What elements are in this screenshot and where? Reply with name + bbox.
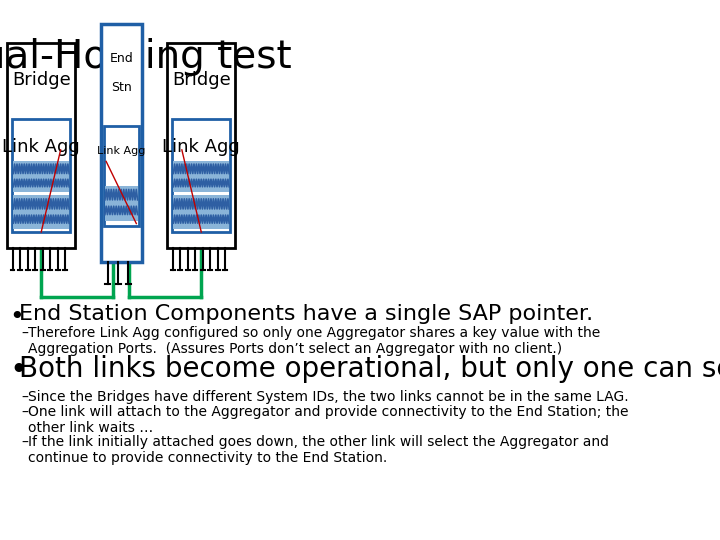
Bar — [14, 161, 69, 192]
Text: Stn: Stn — [111, 80, 132, 94]
Text: Link Agg: Link Agg — [97, 146, 145, 157]
Bar — [174, 195, 229, 230]
Text: If the link initially attached goes down, the other link will select the Aggrega: If the link initially attached goes down… — [28, 435, 609, 465]
Bar — [101, 24, 142, 262]
Text: Dual-Homing test: Dual-Homing test — [0, 38, 292, 76]
Text: •: • — [9, 305, 24, 329]
Bar — [172, 119, 230, 232]
Text: Link Agg: Link Agg — [163, 138, 240, 157]
Bar — [7, 43, 75, 248]
Bar — [107, 29, 136, 114]
Text: End: End — [109, 52, 133, 65]
Bar — [14, 195, 69, 230]
Text: Bridge: Bridge — [172, 71, 230, 89]
Text: Therefore Link Agg configured so only one Aggregator shares a key value with the: Therefore Link Agg configured so only on… — [28, 326, 600, 356]
Bar — [12, 119, 71, 232]
Text: Bridge: Bridge — [12, 71, 71, 89]
Text: Link Agg: Link Agg — [2, 138, 80, 157]
Text: –: – — [22, 327, 29, 341]
Text: –: – — [22, 406, 29, 420]
Text: –: – — [22, 436, 29, 450]
Text: Both links become operational, but only one can select the Aggregator.: Both links become operational, but only … — [19, 355, 720, 383]
Text: One link will attach to the Aggregator and provide connectivity to the End Stati: One link will attach to the Aggregator a… — [28, 405, 629, 435]
Text: –: – — [22, 391, 29, 405]
Text: End Station Components have a single SAP pointer.: End Station Components have a single SAP… — [19, 304, 593, 324]
Text: Since the Bridges have different System IDs, the two links cannot be in the same: Since the Bridges have different System … — [28, 390, 629, 404]
Text: •: • — [9, 356, 28, 386]
Bar — [167, 43, 235, 248]
Bar — [104, 126, 139, 226]
Bar — [105, 186, 138, 221]
Bar — [174, 161, 229, 192]
